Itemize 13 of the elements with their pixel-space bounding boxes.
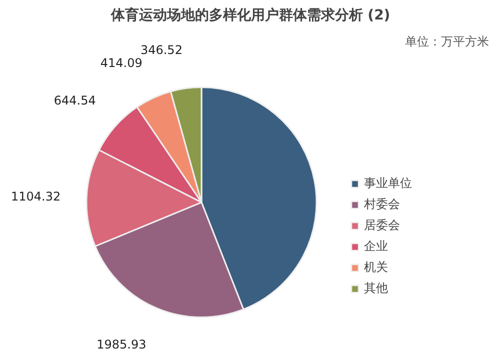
legend-label: 村委会 — [364, 196, 400, 213]
text: 单位：万平方米 — [404, 34, 489, 49]
legend-label: 居委会 — [364, 217, 400, 234]
legend-label: 机关 — [364, 259, 388, 276]
legend-label: 事业单位 — [364, 175, 412, 192]
legend-label: 其他 — [364, 280, 388, 297]
data-label: 644.54 — [54, 94, 96, 108]
data-label: 414.09 — [100, 56, 142, 70]
data-label: 1985.93 — [96, 338, 146, 352]
data-label: 1104.32 — [10, 190, 61, 204]
chart-title: 体育运动场地的多样化用户群体需求分析 (2) — [110, 6, 390, 24]
legend-label: 企业 — [364, 238, 388, 255]
data-label: 346.52 — [140, 43, 182, 58]
